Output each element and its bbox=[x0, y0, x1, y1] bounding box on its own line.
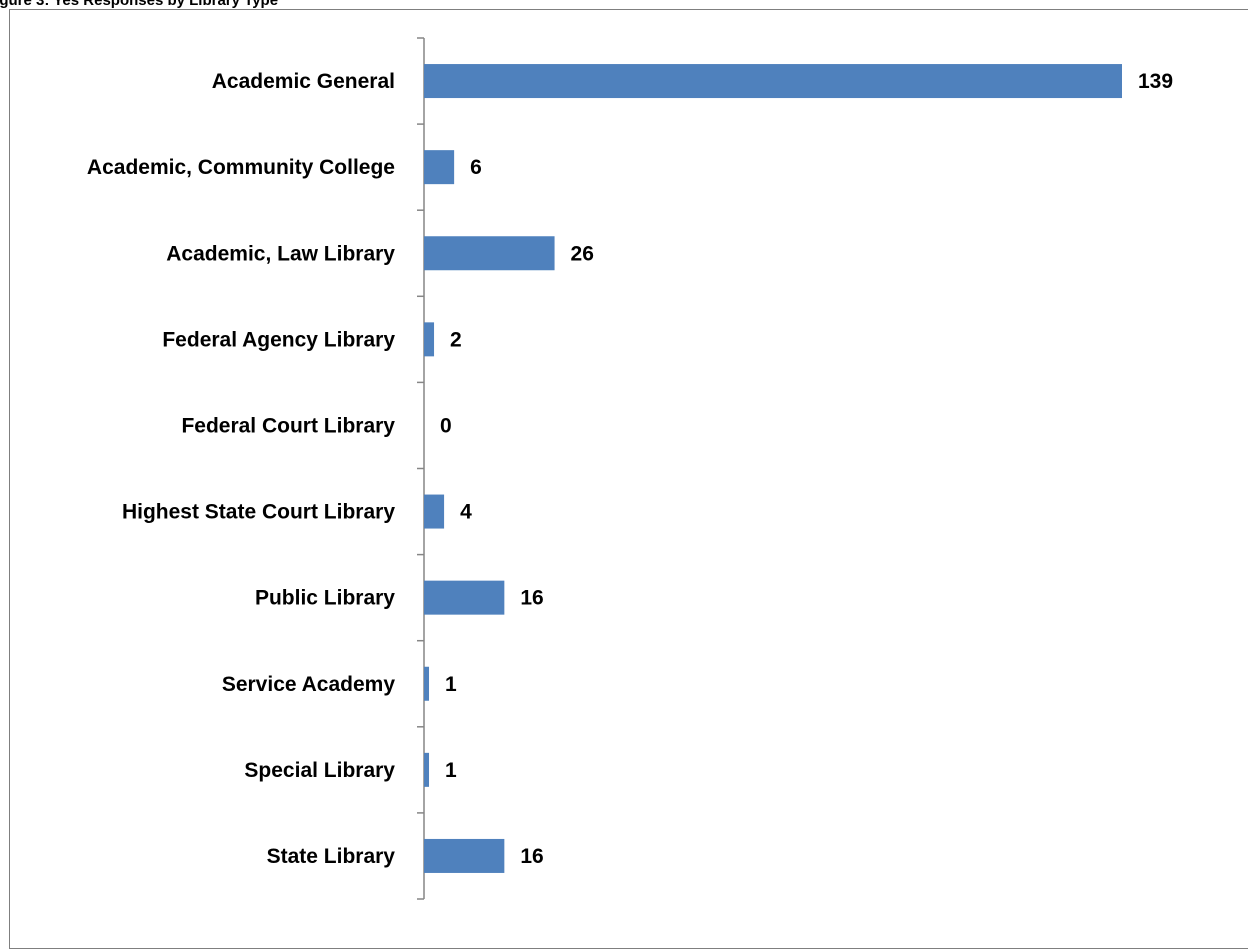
bar bbox=[424, 838, 505, 873]
data-label: 2 bbox=[450, 328, 462, 351]
chart-caption: Figure 3: Yes Responses by Library Type bbox=[0, 0, 279, 9]
bar-chart: Academic General 139 Academic, Community C… bbox=[87, 37, 1173, 900]
category-label: Special Library bbox=[244, 759, 395, 782]
data-label: 0 bbox=[440, 414, 452, 437]
category-label: Public Library bbox=[255, 587, 395, 610]
bar bbox=[424, 236, 555, 271]
data-label: 1 bbox=[445, 759, 457, 782]
category-label: Academic, Community College bbox=[87, 156, 395, 179]
bar bbox=[424, 150, 455, 185]
category-label: State Library bbox=[267, 845, 396, 868]
data-label: 139 bbox=[1138, 70, 1173, 93]
bar bbox=[424, 494, 445, 529]
data-label: 16 bbox=[520, 845, 543, 868]
bar bbox=[424, 666, 430, 701]
data-label: 16 bbox=[520, 587, 543, 610]
bar bbox=[424, 64, 1122, 99]
data-label: 1 bbox=[445, 673, 457, 696]
data-label: 6 bbox=[470, 156, 482, 179]
category-label: Academic General bbox=[212, 70, 395, 93]
category-label: Academic, Law Library bbox=[166, 242, 395, 265]
category-label: Service Academy bbox=[222, 673, 395, 696]
bar bbox=[424, 580, 505, 615]
category-label: Highest State Court Library bbox=[122, 501, 395, 524]
data-label: 4 bbox=[460, 501, 472, 524]
category-label: Federal Agency Library bbox=[162, 328, 395, 351]
category-label: Federal Court Library bbox=[181, 414, 395, 437]
bar bbox=[424, 752, 430, 787]
data-label: 26 bbox=[571, 242, 594, 265]
bar bbox=[424, 322, 435, 357]
